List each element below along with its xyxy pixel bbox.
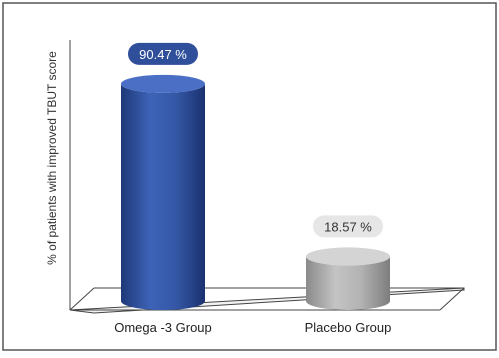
- bar-placebo-body: [306, 256, 390, 310]
- bar-placebo-top: [306, 247, 390, 266]
- bar-placebo: [306, 247, 390, 310]
- floor-left-edge: [69, 287, 95, 311]
- floor-right-edge: [439, 287, 465, 311]
- value-label-placebo-bg: [313, 215, 383, 238]
- value-label-placebo: 18.57 %: [313, 215, 383, 238]
- bar-omega-body: [121, 83, 205, 310]
- bar-omega-top: [121, 74, 205, 93]
- category-label-omega: Omega -3 Group: [114, 320, 212, 335]
- value-label-omega-text: 90.47 %: [139, 47, 187, 62]
- y-axis-label: % of patients with improved TBUT score: [45, 51, 59, 265]
- bar-omega: [121, 74, 205, 310]
- outer-border: [2, 2, 497, 351]
- value-label-omega: 90.47 %: [128, 42, 198, 65]
- value-label-placebo-text: 18.57 %: [324, 219, 372, 234]
- value-label-omega-bg: [128, 42, 198, 65]
- category-label-placebo: Placebo Group: [305, 320, 392, 335]
